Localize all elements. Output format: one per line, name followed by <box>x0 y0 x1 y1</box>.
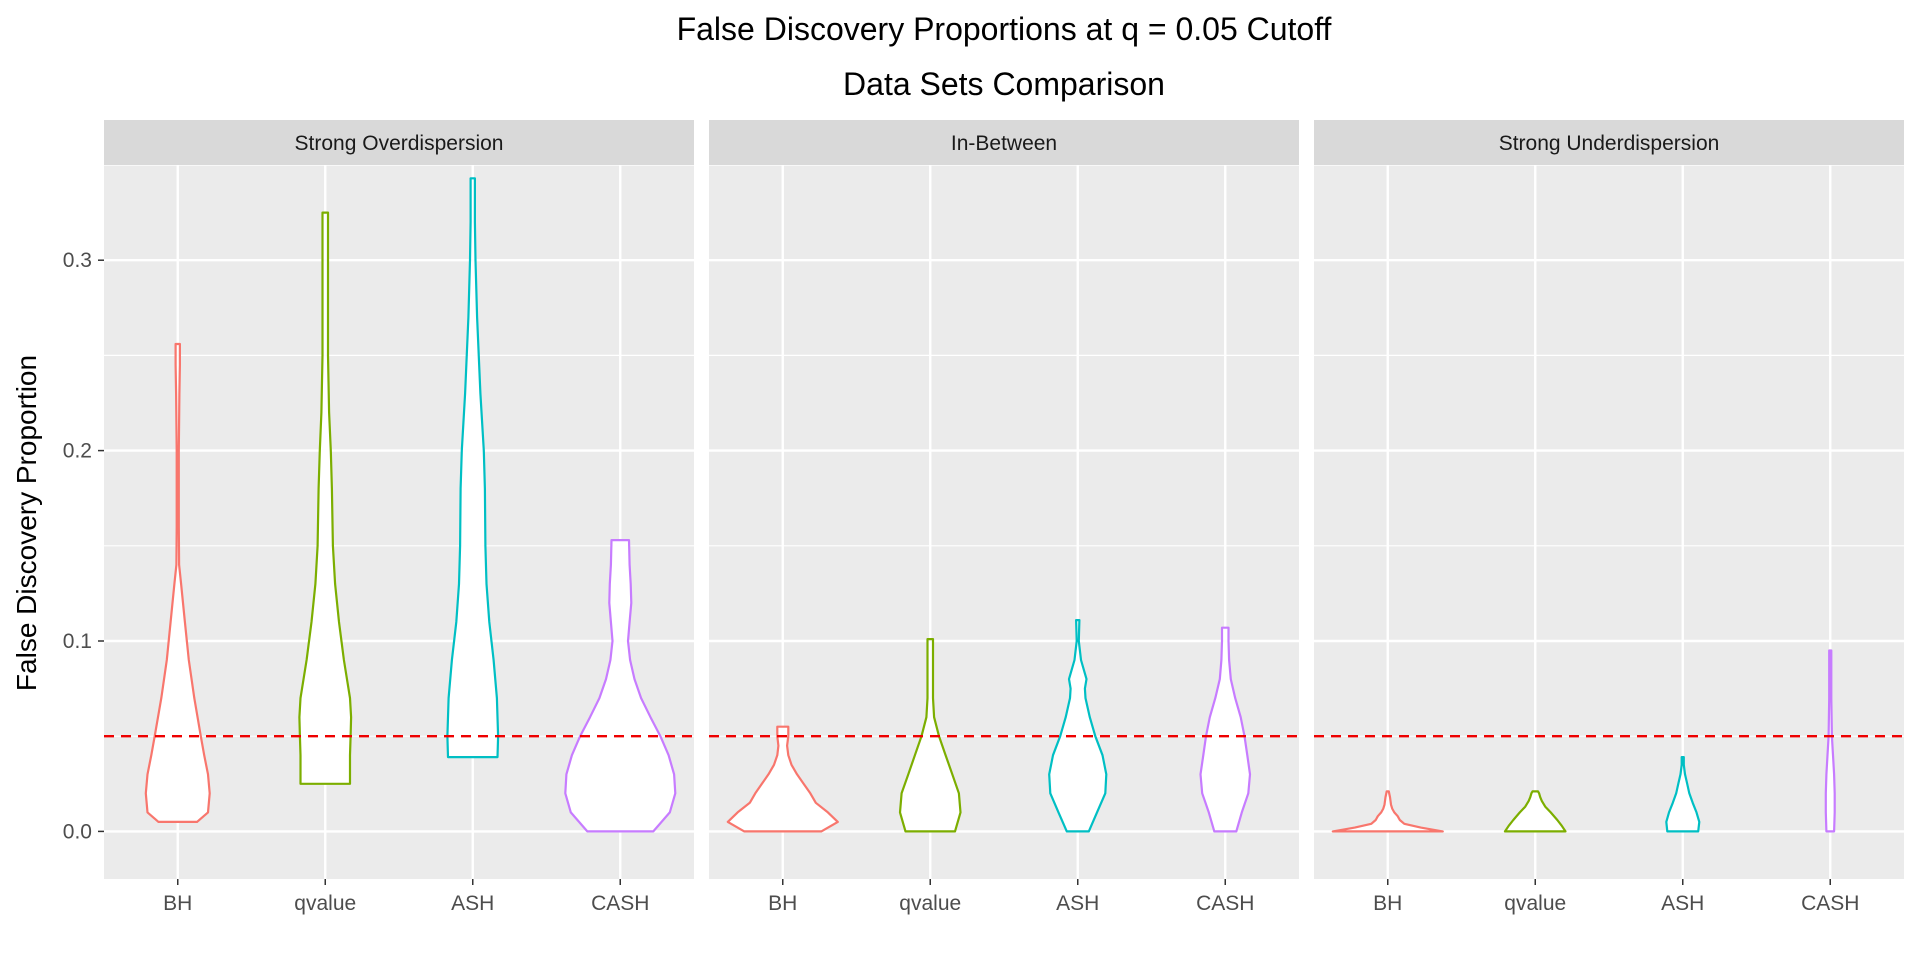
x-tick-label: qvalue <box>899 892 961 915</box>
y-tick-label: 0.0 <box>63 820 92 843</box>
panel-2: In-Between BH qvalue ASH CASH <box>709 120 1299 915</box>
violin-cash <box>564 539 677 833</box>
y-axis-title: False Discovery Proportion <box>11 355 42 691</box>
x-tick-label: ASH <box>451 892 494 915</box>
violin-cash <box>1199 626 1252 833</box>
facet-strip <box>104 120 694 165</box>
violin-ash <box>1048 619 1108 833</box>
x-tick-label: CASH <box>1196 892 1254 915</box>
facet-label: Strong Overdispersion <box>295 132 504 155</box>
y-axis: 0.0 0.1 0.2 0.3 <box>63 249 104 843</box>
facet-strip <box>709 120 1299 165</box>
x-tick-label: qvalue <box>1504 892 1566 915</box>
violin-ash <box>1665 756 1701 833</box>
facet-label: Strong Underdispersion <box>1499 132 1720 155</box>
violin-ash <box>446 177 500 759</box>
x-tick-label: CASH <box>591 892 649 915</box>
violin-bh <box>144 342 211 823</box>
violin-bh <box>726 725 839 833</box>
chart-title: False Discovery Proportions at q = 0.05 … <box>677 11 1332 47</box>
y-tick-label: 0.2 <box>63 440 92 463</box>
x-tick-label: ASH <box>1056 892 1099 915</box>
violin-bh <box>1331 790 1444 833</box>
x-tick-label: BH <box>768 892 797 915</box>
x-tick-label: qvalue <box>294 892 356 915</box>
panel-background <box>709 165 1299 879</box>
x-tick-label: BH <box>163 892 192 915</box>
x-tick-label: ASH <box>1661 892 1704 915</box>
y-tick-label: 0.3 <box>63 249 92 272</box>
violin-qvalue <box>298 211 353 785</box>
panel-1: Strong Overdispersion BH qvalue ASH CASH <box>104 120 694 915</box>
facet-label: In-Between <box>951 132 1057 155</box>
facet-strip <box>1314 120 1904 165</box>
panel-3: Strong Underdispersion BH qvalue ASH CASH <box>1314 120 1904 915</box>
violin-cash <box>1824 649 1836 833</box>
chart-subtitle: Data Sets Comparison <box>843 66 1165 102</box>
x-tick-label: CASH <box>1801 892 1859 915</box>
y-tick-label: 0.1 <box>63 630 92 653</box>
panel-background <box>1314 165 1904 879</box>
violin-qvalue <box>1503 790 1567 833</box>
x-tick-label: BH <box>1373 892 1402 915</box>
